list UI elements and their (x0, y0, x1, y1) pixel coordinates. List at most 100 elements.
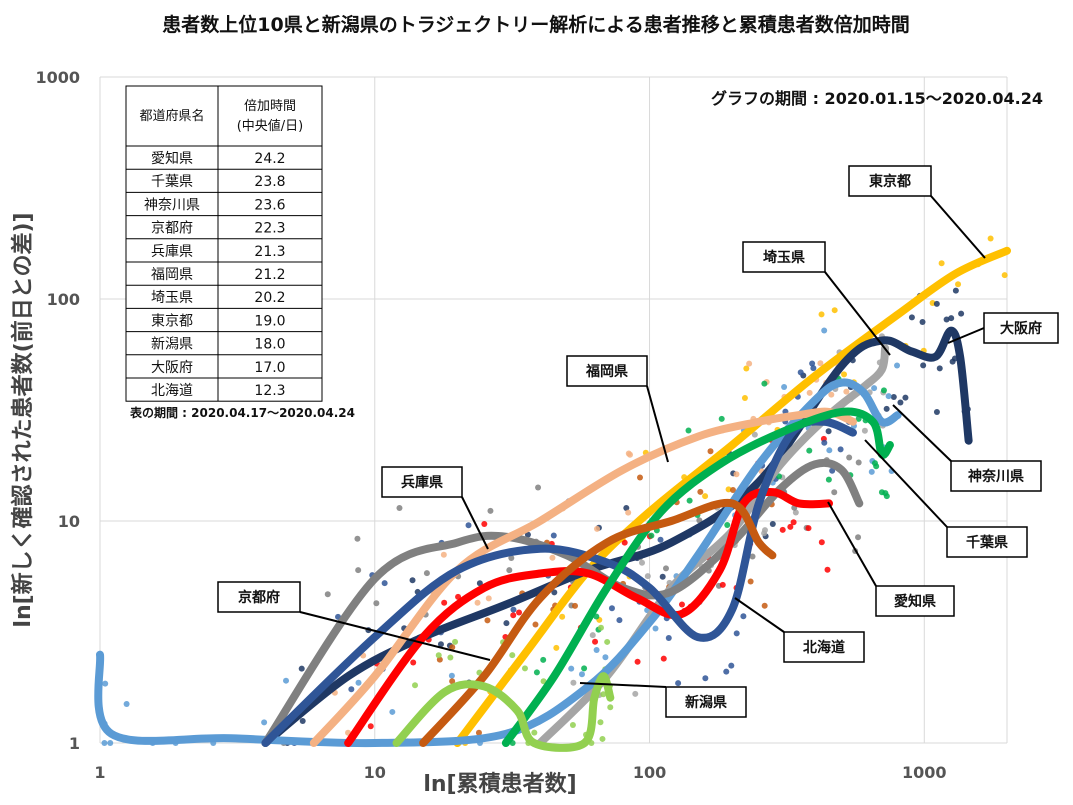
scatter-point (831, 307, 838, 314)
scatter-point (441, 599, 448, 606)
scatter-point (821, 327, 828, 334)
scatter-point (107, 740, 114, 746)
scatter-point (597, 624, 604, 631)
scatter-point (535, 484, 542, 491)
callout-box-新潟県 (665, 686, 747, 718)
table-header-pref: 都道府県名 (139, 108, 204, 124)
scatter-point (396, 505, 403, 512)
x-tick-label: 1 (94, 763, 105, 782)
callout-label-神奈川県: 神奈川県 (968, 468, 1024, 485)
scatter-point (797, 369, 804, 376)
scatter-point (837, 446, 844, 453)
scatter-point (367, 723, 374, 730)
scatter-point (355, 567, 362, 574)
scatter-point (824, 566, 831, 573)
scatter-point (697, 488, 704, 495)
scatter-point (600, 691, 607, 698)
x-tick-label: 100 (633, 763, 666, 782)
scatter-point (919, 319, 926, 326)
scatter-point (409, 577, 416, 584)
scatter-point (549, 554, 556, 561)
y-tick-label: 1000 (35, 68, 80, 87)
table-cell-value: 23.8 (254, 174, 285, 190)
scatter-point (787, 523, 794, 530)
callout-box-兵庫県 (381, 466, 463, 498)
scatter-point (652, 625, 659, 632)
scatter-point (532, 621, 539, 628)
callout-label-愛知県: 愛知県 (894, 593, 936, 610)
scatter-point (602, 654, 609, 661)
table-cell-pref: 愛知県 (151, 150, 193, 167)
scatter-point (423, 570, 430, 577)
scatter-point (509, 652, 516, 659)
scatter-point (474, 599, 481, 606)
scatter-point (761, 602, 768, 609)
scatter-point (448, 672, 455, 679)
scatter-point (740, 613, 747, 620)
callout-leader-京都府 (299, 611, 491, 661)
scatter-point (933, 408, 940, 415)
scatter-point (883, 405, 890, 412)
scatter-point (531, 729, 538, 736)
scatter-point (702, 675, 709, 682)
table-header-time-line2: (中央値/日) (237, 118, 304, 134)
scatter-point (718, 415, 725, 422)
scatter-point (829, 467, 836, 474)
scatter-point (943, 316, 950, 323)
callout-leader-千葉県 (864, 439, 948, 528)
scatter-point (936, 365, 943, 372)
scatter-point (885, 393, 892, 400)
scatter-point (725, 486, 732, 493)
table-cell-pref: 兵庫県 (151, 243, 193, 260)
scatter-point (506, 567, 513, 574)
callout-leader-埼玉県 (824, 271, 891, 356)
scatter-point (955, 281, 962, 288)
table-cell-pref: 新潟県 (151, 337, 193, 353)
scatter-point (355, 679, 362, 686)
scatter-point (437, 641, 444, 648)
scatter-point (599, 735, 606, 742)
table-cell-value: 21.3 (254, 244, 285, 260)
scatter-point (550, 532, 557, 539)
scatter-point (818, 311, 825, 318)
callout-box-京都府 (217, 581, 301, 613)
scatter-point (805, 525, 812, 532)
y-tick-label: 1 (69, 734, 80, 753)
scatter-point (261, 719, 268, 726)
scatter-point (551, 589, 558, 596)
scatter-point (846, 454, 853, 461)
table-cell-value: 19.0 (254, 313, 285, 329)
scatter-point (508, 554, 515, 561)
scatter-point (686, 497, 693, 504)
callout-leader-新潟県 (579, 682, 667, 688)
scatter-point (821, 439, 828, 446)
table-cell-value: 23.6 (254, 197, 285, 213)
callout-leader-大阪府 (947, 327, 985, 344)
scatter-point (570, 679, 577, 686)
scatter-point (809, 360, 816, 367)
scatter-point (659, 573, 666, 580)
scatter-point (381, 580, 388, 587)
scatter-point (487, 507, 494, 514)
scatter-point (806, 389, 813, 396)
scatter-point (481, 521, 488, 528)
scatter-point (632, 690, 639, 697)
scatter-point (623, 505, 630, 512)
scatter-point (952, 287, 959, 294)
series-line-兵庫県 (501, 407, 894, 747)
scatter-point (578, 671, 585, 678)
scatter-point (746, 360, 753, 367)
callout-box-大阪府 (983, 312, 1059, 344)
table-cell-value: 17.0 (254, 360, 285, 376)
callout-label-新潟県: 新潟県 (685, 694, 727, 711)
scatter-point (790, 519, 797, 526)
scatter-point (604, 638, 611, 645)
series-line-京都府 (419, 498, 777, 747)
scatter-point (741, 395, 748, 402)
scatter-point (484, 617, 491, 624)
scatter-point (657, 536, 664, 543)
scatter-point (894, 362, 901, 369)
scatter-point (485, 595, 492, 602)
table-cell-pref: 京都府 (151, 221, 193, 237)
